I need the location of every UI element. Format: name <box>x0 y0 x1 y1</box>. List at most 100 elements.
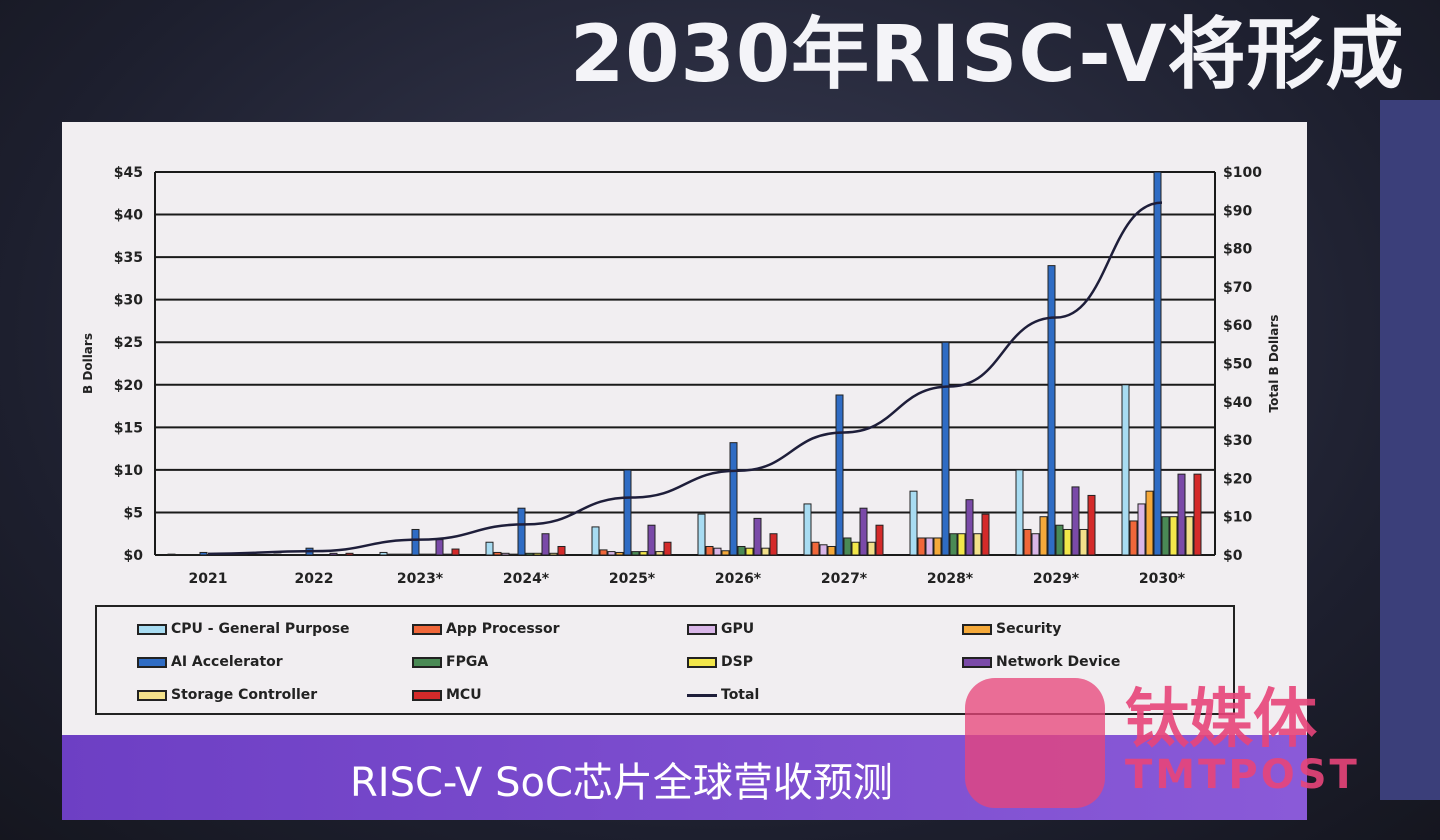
y-right-tick-label: $80 <box>1223 242 1252 258</box>
x-tick-label: 2030* <box>1139 571 1186 587</box>
legend-label: GPU <box>721 621 755 637</box>
watermark-en: TMTPOST <box>1125 752 1360 798</box>
bar-dsp <box>533 552 542 556</box>
bar-storage-controller <box>655 551 664 556</box>
bar-network-device <box>1177 473 1186 556</box>
slide-title: 2030年RISC-V将形成 <box>570 10 1405 100</box>
y-tick-label: $5 <box>124 505 143 521</box>
bar-app-processor <box>705 545 714 556</box>
legend-label: Network Device <box>996 654 1121 670</box>
legend-swatch <box>687 656 717 668</box>
bar-ai-accelerator <box>835 394 844 556</box>
bar-app-processor <box>917 537 926 556</box>
bar-fpga <box>631 551 640 556</box>
legend-label: MCU <box>446 687 482 703</box>
legend-swatch <box>962 656 992 668</box>
y-right-tick-label: $100 <box>1223 165 1262 181</box>
bar-mcu <box>769 533 778 556</box>
y-right-tick-label: $60 <box>1223 318 1252 334</box>
bar-cpu-general-purpose <box>909 490 918 556</box>
bar-storage-controller <box>1079 528 1088 556</box>
bar-mcu <box>1087 494 1096 556</box>
bar-security <box>721 550 730 556</box>
legend-swatch <box>687 623 717 635</box>
bar-network-device <box>1071 486 1080 556</box>
y-tick-label: $35 <box>114 250 143 266</box>
y-right-tick-label: $90 <box>1223 203 1252 219</box>
bar-mcu <box>451 548 460 556</box>
bar-network-device <box>329 552 338 556</box>
y-right-tick-label: $40 <box>1223 395 1252 411</box>
bar-fpga <box>1161 516 1170 556</box>
legend-label: App Processor <box>446 621 560 637</box>
legend-swatch <box>412 623 442 635</box>
bar-cpu-general-purpose <box>379 551 388 556</box>
bar-app-processor <box>387 553 396 556</box>
bar-ai-accelerator <box>623 469 632 556</box>
bar-gpu <box>925 537 934 556</box>
bar-cpu-general-purpose <box>273 553 282 556</box>
bar-mcu <box>557 545 566 556</box>
legend-swatch <box>412 656 442 668</box>
bar-security <box>509 553 518 556</box>
y-right-tick-label: $70 <box>1223 280 1252 296</box>
bar-storage-controller <box>761 547 770 556</box>
bar-ai-accelerator <box>729 442 738 556</box>
x-tick-label: 2022 <box>295 571 334 587</box>
legend-swatch <box>137 623 167 635</box>
bar-dsp <box>745 547 754 556</box>
bar-gpu <box>607 551 616 556</box>
x-tick-label: 2029* <box>1033 571 1080 587</box>
x-tick-label: 2021 <box>189 571 228 587</box>
bar-fpga <box>737 545 746 556</box>
bar-cpu-general-purpose <box>697 513 706 556</box>
bar-storage-controller <box>867 541 876 556</box>
legend-label: CPU - General Purpose <box>171 621 350 637</box>
chart-legend: CPU - General Purpose App Processor GPU Sec… <box>95 605 1235 715</box>
bar-gpu <box>713 547 722 556</box>
total-line <box>207 201 1163 556</box>
bar-network-device <box>647 524 656 556</box>
bar-dsp <box>1063 528 1072 556</box>
y-tick-label: $15 <box>114 420 143 436</box>
slide-caption: RISC-V SoC芯片全球营收预测 <box>350 760 893 806</box>
slide <box>62 122 1307 737</box>
bar-ai-accelerator <box>517 507 526 556</box>
legend-item: Storage Controller <box>137 687 317 703</box>
bar-dsp <box>1169 516 1178 556</box>
bar-ai-accelerator <box>941 341 950 556</box>
bar-ai-accelerator <box>411 528 420 556</box>
legend-swatch <box>137 689 167 701</box>
bar-mcu <box>663 541 672 556</box>
bar-mcu <box>981 513 990 556</box>
legend-item: MCU <box>412 687 482 703</box>
legend-item: Security <box>962 621 1061 637</box>
x-tick-label: 2025* <box>609 571 656 587</box>
bar-fpga <box>843 537 852 556</box>
legend-item: Total <box>687 687 759 703</box>
y-tick-label: $10 <box>114 463 143 479</box>
legend-label: Storage Controller <box>171 687 318 703</box>
y-tick-label: $40 <box>114 208 143 224</box>
bar-mcu <box>875 524 884 556</box>
bar-gpu <box>395 553 404 556</box>
bar-app-processor <box>1129 520 1138 556</box>
x-tick-label: 2024* <box>503 571 550 587</box>
background-panel <box>1380 100 1440 800</box>
y-right-tick-label: $0 <box>1223 548 1243 564</box>
bar-storage-controller <box>443 553 452 556</box>
bar-network-device <box>965 499 974 556</box>
bar-dsp <box>639 551 648 556</box>
bar-fpga <box>949 533 958 556</box>
legend-swatch <box>412 689 442 701</box>
bar-security <box>1145 490 1154 556</box>
bar-storage-controller <box>1185 516 1194 556</box>
y-tick-label: $25 <box>114 335 143 351</box>
bar-security <box>1039 516 1048 556</box>
bar-cpu-general-purpose <box>485 541 494 556</box>
bar-app-processor <box>1023 528 1032 556</box>
bar-security <box>827 545 836 556</box>
bar-app-processor <box>493 551 502 556</box>
x-tick-label: 2023* <box>397 571 444 587</box>
legend-item: Network Device <box>962 654 1120 670</box>
